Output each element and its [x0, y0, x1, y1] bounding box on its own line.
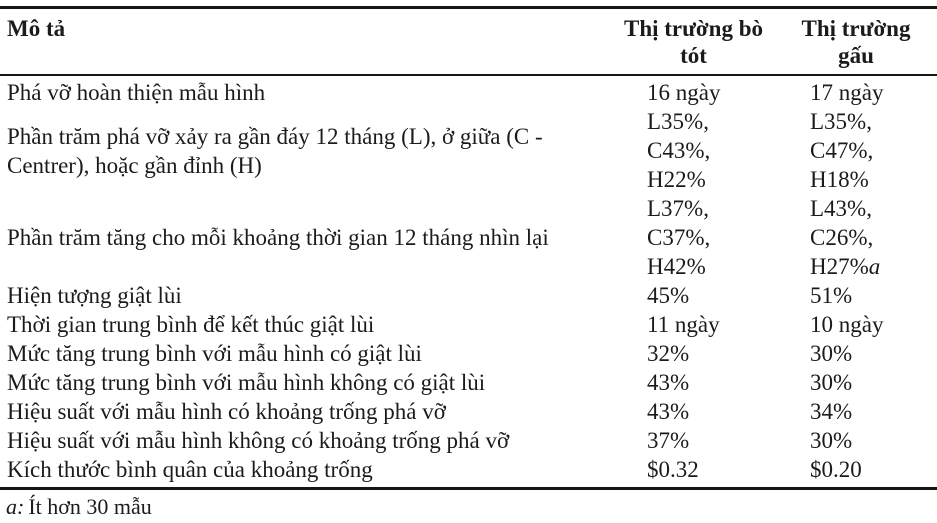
table-row: Phần trăm phá vỡ xảy ra gần đáy 12 tháng…	[0, 107, 937, 194]
table-row: Hiệu suất với mẫu hình không có khoảng t…	[0, 426, 937, 455]
cell-description: Mức tăng trung bình với mẫu hình không c…	[7, 370, 486, 395]
cell-bull-value: 43%	[647, 370, 690, 395]
column-header-description: Mô tả	[0, 7, 612, 76]
table-row: Hiệu suất với mẫu hình có khoảng trống p…	[0, 397, 937, 426]
column-header-bear-market: Thị trường gấu	[775, 7, 937, 76]
footnote-reference-marker: a	[868, 254, 881, 279]
cell-bear-value: $0.20	[775, 455, 937, 490]
cell-bull-value: 45%	[647, 283, 690, 308]
cell-bear-value: 51%	[810, 283, 853, 308]
pattern-statistics-table: Mô tả Thị trường bò tót Thị trường gấu P…	[0, 6, 937, 490]
cell-bear-value-text: L43%, C26%, H27%	[810, 196, 874, 279]
cell-bull-value: L37%, C37%, H42%	[647, 196, 711, 279]
footnote-text: Ít hơn 30 mẫu	[28, 494, 152, 519]
cell-bear-value: 17 ngày	[810, 80, 884, 105]
cell-description: Thời gian trung bình để kết thúc giật lù…	[7, 312, 375, 337]
cell-bear-value: 30%	[810, 428, 853, 453]
table-body: Phá vỡ hoàn thiện mẫu hình 16 ngày 17 ng…	[0, 75, 937, 490]
table-header: Mô tả Thị trường bò tót Thị trường gấu	[0, 7, 937, 76]
cell-bear-value: 30%	[810, 370, 853, 395]
cell-description: Mức tăng trung bình với mẫu hình có giật…	[7, 341, 422, 366]
table-row: Kích thước bình quân của khoảng trống $0…	[0, 455, 937, 490]
cell-bear-value: L43%, C26%, H27%a	[775, 194, 937, 281]
table-row: Phần trăm tăng cho mỗi khoảng thời gian …	[0, 194, 937, 281]
cell-bull-value: 16 ngày	[647, 80, 721, 105]
cell-description: Phần trăm tăng cho mỗi khoảng thời gian …	[7, 225, 549, 250]
cell-bear-value: 30%	[810, 341, 853, 366]
cell-bear-value: 10 ngày	[810, 312, 884, 337]
table-row: Mức tăng trung bình với mẫu hình có giật…	[0, 339, 937, 368]
table-footnote: a: Ít hơn 30 mẫu	[0, 490, 937, 520]
cell-description: Phần trăm phá vỡ xảy ra gần đáy 12 tháng…	[7, 123, 543, 178]
cell-bull-value: 32%	[647, 341, 690, 366]
cell-bear-value: 34%	[810, 399, 853, 424]
footnote-marker: a:	[6, 494, 25, 519]
cell-bull-value: 37%	[647, 428, 690, 453]
cell-bull-value: 43%	[647, 399, 690, 424]
table-row: Mức tăng trung bình với mẫu hình không c…	[0, 368, 937, 397]
cell-bull-value: L35%, C43%, H22%	[647, 109, 711, 192]
cell-description: Hiệu suất với mẫu hình có khoảng trống p…	[7, 399, 446, 424]
table-row: Thời gian trung bình để kết thúc giật lù…	[0, 310, 937, 339]
cell-description: Kích thước bình quân của khoảng trống	[0, 455, 612, 490]
column-header-bull-market: Thị trường bò tót	[612, 7, 775, 76]
header-row: Mô tả Thị trường bò tót Thị trường gấu	[0, 7, 937, 76]
cell-bull-value: $0.32	[612, 455, 775, 490]
cell-bear-value: L35%, C47%, H18%	[810, 109, 874, 192]
table-row: Phá vỡ hoàn thiện mẫu hình 16 ngày 17 ng…	[0, 75, 937, 107]
cell-description: Hiện tượng giật lùi	[7, 283, 182, 308]
table-row: Hiện tượng giật lùi 45% 51%	[0, 281, 937, 310]
cell-bull-value: 11 ngày	[647, 312, 720, 337]
cell-description: Hiệu suất với mẫu hình không có khoảng t…	[7, 428, 510, 453]
cell-description: Phá vỡ hoàn thiện mẫu hình	[7, 80, 266, 105]
